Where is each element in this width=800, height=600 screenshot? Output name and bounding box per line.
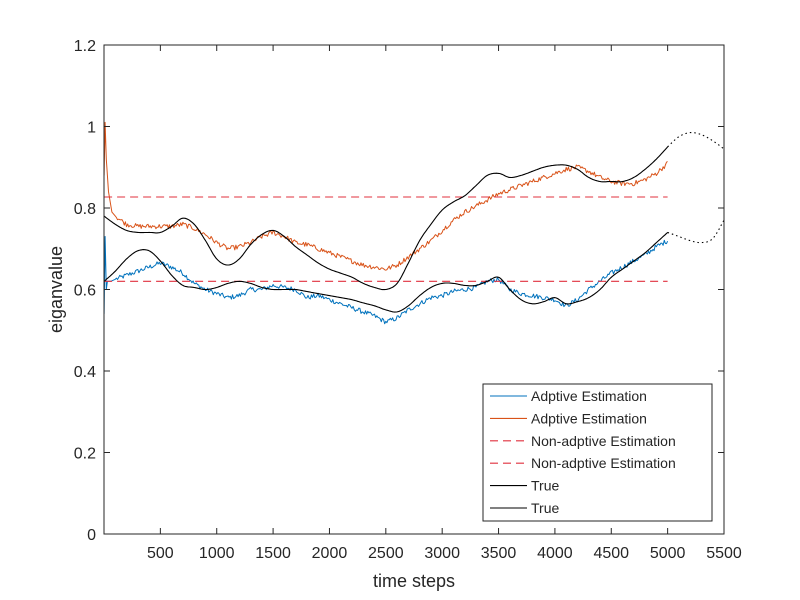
series-line-1 [104, 236, 669, 325]
x-tick-label: 5000 [650, 545, 686, 562]
x-tick-label: 2500 [368, 545, 404, 562]
series-group [104, 121, 724, 325]
x-tick-label: 5500 [706, 545, 742, 562]
x-tick-label: 1000 [199, 545, 235, 562]
x-tick-label: 3500 [481, 545, 517, 562]
series-line-2 [104, 121, 668, 271]
x-tick-label: 4000 [537, 545, 573, 562]
legend: Adptive Estimation Adptive Estimation Non-… [482, 383, 713, 522]
x-tick-label: 3000 [424, 545, 460, 562]
x-tick-label: 1500 [255, 545, 291, 562]
series-layer [104, 121, 724, 325]
y-axis-label: eiganvalue [46, 246, 66, 333]
x-tick-label: 2000 [312, 545, 348, 562]
y-tick-label: 0.8 [74, 201, 96, 218]
legend-entry-1: Adptive Estimation [531, 388, 647, 404]
y-tick-label: 0.2 [74, 446, 96, 463]
y-tick-label: 1.2 [74, 38, 96, 55]
x-tick-label: 500 [147, 545, 174, 562]
series-line-8 [667, 219, 724, 244]
y-tick-label: 0.4 [74, 364, 96, 381]
y-tick-label: 0 [87, 527, 96, 544]
y-tick-label: 1 [87, 120, 96, 137]
legend-entry-2: Adptive Estimation [531, 410, 647, 426]
series-line-6 [104, 146, 669, 291]
axes-layer: 500 1000 1500 2000 2500 3000 3500 4000 4500 5000 5… [46, 38, 742, 591]
legend-entry-4: Non-adptive Estimation [531, 455, 676, 471]
series-line-7 [667, 132, 724, 150]
y-tick-label: 0.6 [74, 283, 96, 300]
legend-entry-6: True [531, 500, 559, 516]
legend-entry-3: Non-adptive Estimation [531, 433, 676, 449]
legend-entry-5: True [531, 478, 559, 494]
x-tick-label: 4500 [593, 545, 629, 562]
series-line-5 [104, 232, 669, 313]
legend-box [482, 383, 713, 522]
x-axis-label: time steps [373, 571, 455, 591]
